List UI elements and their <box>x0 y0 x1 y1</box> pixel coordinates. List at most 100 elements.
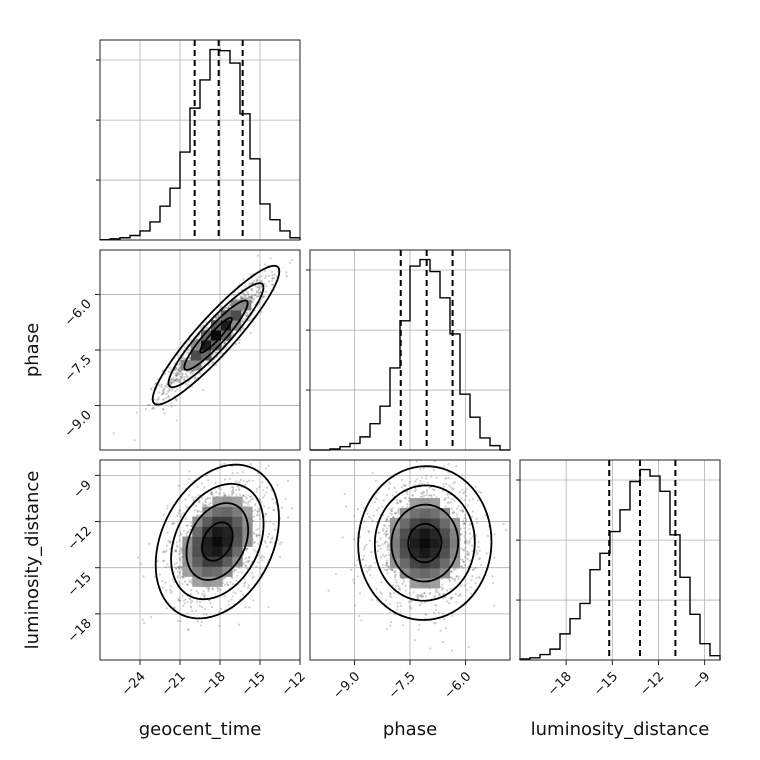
scatter-point <box>250 281 254 284</box>
density-cell <box>389 518 401 529</box>
scatter-point <box>198 600 202 603</box>
scatter-point <box>216 586 219 589</box>
scatter-point <box>272 508 275 511</box>
scatter-point <box>455 601 458 604</box>
scatter-point <box>152 407 155 410</box>
scatter-point <box>456 516 459 519</box>
scatter-point <box>175 399 178 402</box>
scatter-point <box>268 541 272 544</box>
scatter-point <box>416 597 419 600</box>
scatter-point <box>226 305 230 308</box>
scatter-point <box>218 455 220 457</box>
scatter-point <box>451 649 454 652</box>
scatter-point <box>386 532 389 535</box>
scatter-point <box>276 484 279 487</box>
density-cell <box>201 340 212 351</box>
scatter-point <box>179 515 182 518</box>
scatter-point <box>255 488 258 491</box>
scatter-point <box>229 581 232 584</box>
scatter-point <box>375 509 379 512</box>
scatter-point <box>373 501 377 504</box>
scatter-point <box>177 368 180 372</box>
scatter-point <box>241 320 244 323</box>
scatter-point <box>257 533 261 537</box>
scatter-point <box>170 402 173 405</box>
scatter-point <box>242 480 245 483</box>
scatter-point <box>464 490 467 494</box>
scatter-point <box>387 544 390 547</box>
scatter-point <box>211 492 214 495</box>
scatter-point <box>457 575 460 578</box>
scatter-point <box>415 460 418 463</box>
scatter-point <box>185 370 189 373</box>
scatter-point <box>207 587 211 590</box>
scatter-point <box>386 568 389 571</box>
density-cell <box>192 566 203 577</box>
scatter-point <box>385 518 388 521</box>
scatter-point <box>185 374 188 377</box>
scatter-point <box>458 490 461 494</box>
scatter-point <box>165 544 168 547</box>
scatter-point <box>189 357 192 360</box>
scatter-point <box>162 390 165 393</box>
scatter-point <box>228 304 232 307</box>
scatter-point <box>187 628 190 632</box>
scatter-point <box>476 552 479 556</box>
scatter-point <box>191 370 194 373</box>
scatter-point <box>255 291 259 294</box>
scatter-point <box>466 553 469 556</box>
scatter-point <box>112 432 115 435</box>
scatter-point <box>256 510 259 513</box>
scatter-point <box>207 589 210 593</box>
scatter-point <box>396 499 399 502</box>
scatter-point <box>225 581 228 584</box>
scatter-point <box>477 575 481 578</box>
scatter-point <box>478 557 481 561</box>
scatter-point <box>387 515 390 519</box>
x-axis-label-geocent_time: geocent_time <box>139 719 262 740</box>
scatter-point <box>451 570 454 573</box>
scatter-point <box>245 547 249 550</box>
scatter-point <box>220 463 223 466</box>
scatter-point <box>203 607 206 610</box>
scatter-point <box>178 581 181 584</box>
scatter-point <box>188 597 191 600</box>
scatter-point <box>250 297 253 300</box>
scatter-point <box>251 282 254 285</box>
scatter-point <box>219 588 222 591</box>
scatter-point <box>386 565 390 568</box>
scatter-point <box>450 486 453 489</box>
scatter-point <box>389 482 392 486</box>
x-tick-label-phase: −6.0 <box>441 669 474 702</box>
scatter-point <box>264 269 267 273</box>
scatter-point <box>396 501 399 505</box>
scatter-point <box>158 384 161 387</box>
scatter-point <box>256 278 259 281</box>
scatter-point <box>171 522 174 526</box>
scatter-point <box>232 491 235 494</box>
scatter-point <box>248 283 251 286</box>
scatter-point <box>167 370 170 373</box>
scatter-point <box>467 551 470 554</box>
density-cell <box>409 538 421 549</box>
scatter-point <box>244 284 247 288</box>
scatter-point <box>175 541 179 544</box>
scatter-point <box>170 368 173 371</box>
scatter-point <box>440 588 444 591</box>
scatter-point <box>442 483 445 486</box>
scatter-point <box>386 540 389 543</box>
scatter-point <box>174 550 178 553</box>
scatter-point <box>223 494 226 497</box>
scatter-point <box>162 389 165 392</box>
scatter-point <box>253 540 256 544</box>
scatter-point <box>200 624 203 627</box>
scatter-point <box>464 546 467 549</box>
panel-content <box>310 460 510 660</box>
scatter-point <box>171 578 174 581</box>
scatter-point <box>179 620 182 623</box>
scatter-point <box>213 351 217 354</box>
scatter-point <box>148 542 151 545</box>
scatter-point <box>166 507 169 510</box>
scatter-point <box>387 543 390 546</box>
scatter-point <box>269 257 272 260</box>
